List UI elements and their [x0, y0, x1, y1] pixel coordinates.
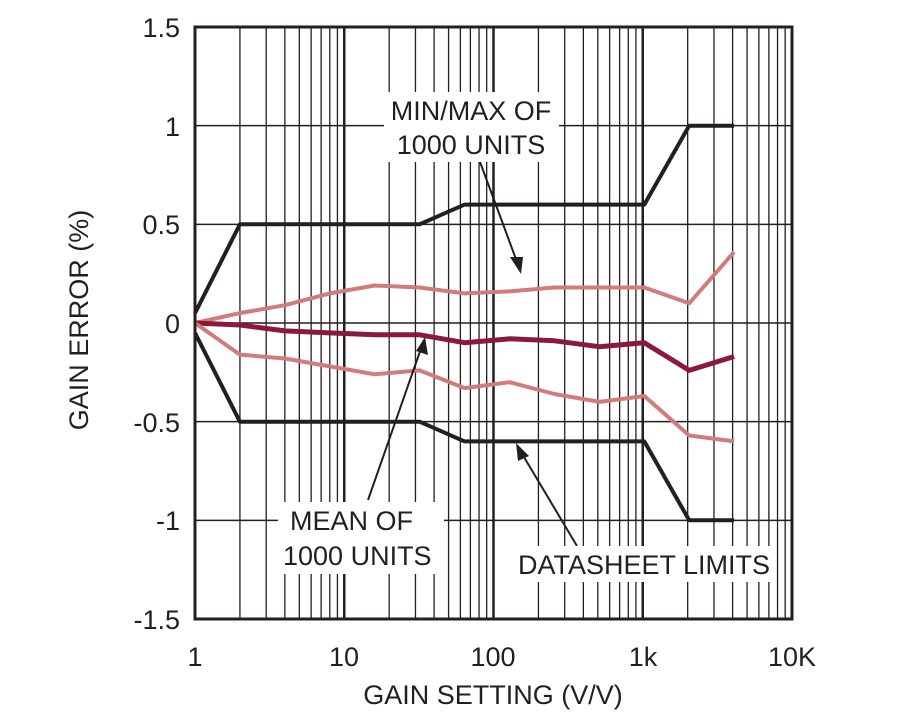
x-tick-label: 100	[470, 642, 515, 672]
annotation-minmax-line1: MIN/MAX OF	[391, 96, 552, 126]
annotation-limits-bg	[512, 546, 770, 582]
y-tick-label: 0	[165, 309, 180, 339]
series-line-max	[194, 250, 736, 325]
series-line-mean	[194, 320, 735, 373]
x-axis-title: GAIN SETTING (V/V)	[363, 680, 623, 710]
series-lines	[193, 123, 736, 523]
plot-frame	[193, 25, 794, 621]
annotations: MIN/MAX OF 1000 UNITS MEAN OF 1000 UNITS…	[278, 92, 770, 582]
arrow-head-limits	[516, 443, 529, 461]
arrow-mean	[367, 339, 425, 501]
annotation-minmax-line2: 1000 UNITS	[397, 130, 546, 160]
series-line-upper-limit	[193, 123, 735, 315]
y-tick-label: -1	[156, 506, 180, 536]
y-tick-label: -1.5	[133, 605, 180, 635]
x-tick-label: 1	[187, 642, 202, 672]
x-tick-label: 1k	[629, 642, 658, 672]
y-tick-label: -0.5	[133, 408, 180, 438]
y-tick-label: 0.5	[142, 210, 180, 240]
y-tick-label: 1.5	[142, 13, 180, 43]
annotation-mean-bg	[278, 502, 444, 574]
annotation-arrows	[367, 161, 578, 547]
arrow-head-mean	[416, 337, 428, 355]
annotation-mean-line1: MEAN OF	[290, 506, 413, 536]
annotation-mean-line2: 1000 UNITS	[283, 541, 432, 571]
series-line-lower-limit	[193, 331, 735, 523]
arrow-head-minmax	[510, 257, 523, 274]
y-tick-labels: 1.5 1 0.5 0 -0.5 -1 -1.5	[133, 13, 180, 635]
x-tick-label: 10	[329, 642, 359, 672]
series-line-min	[193, 321, 735, 444]
y-axis-title: GAIN ERROR (%)	[64, 210, 94, 431]
annotation-limits-line1: DATASHEET LIMITS	[518, 550, 770, 580]
y-tick-label: 1	[165, 112, 180, 142]
arrow-limits	[517, 446, 578, 547]
x-tick-labels: 1 10 100 1k 10K	[187, 642, 816, 672]
annotation-minmax-bg	[384, 92, 559, 162]
arrow-minmax	[479, 161, 521, 271]
x-tick-label: 10K	[768, 642, 816, 672]
